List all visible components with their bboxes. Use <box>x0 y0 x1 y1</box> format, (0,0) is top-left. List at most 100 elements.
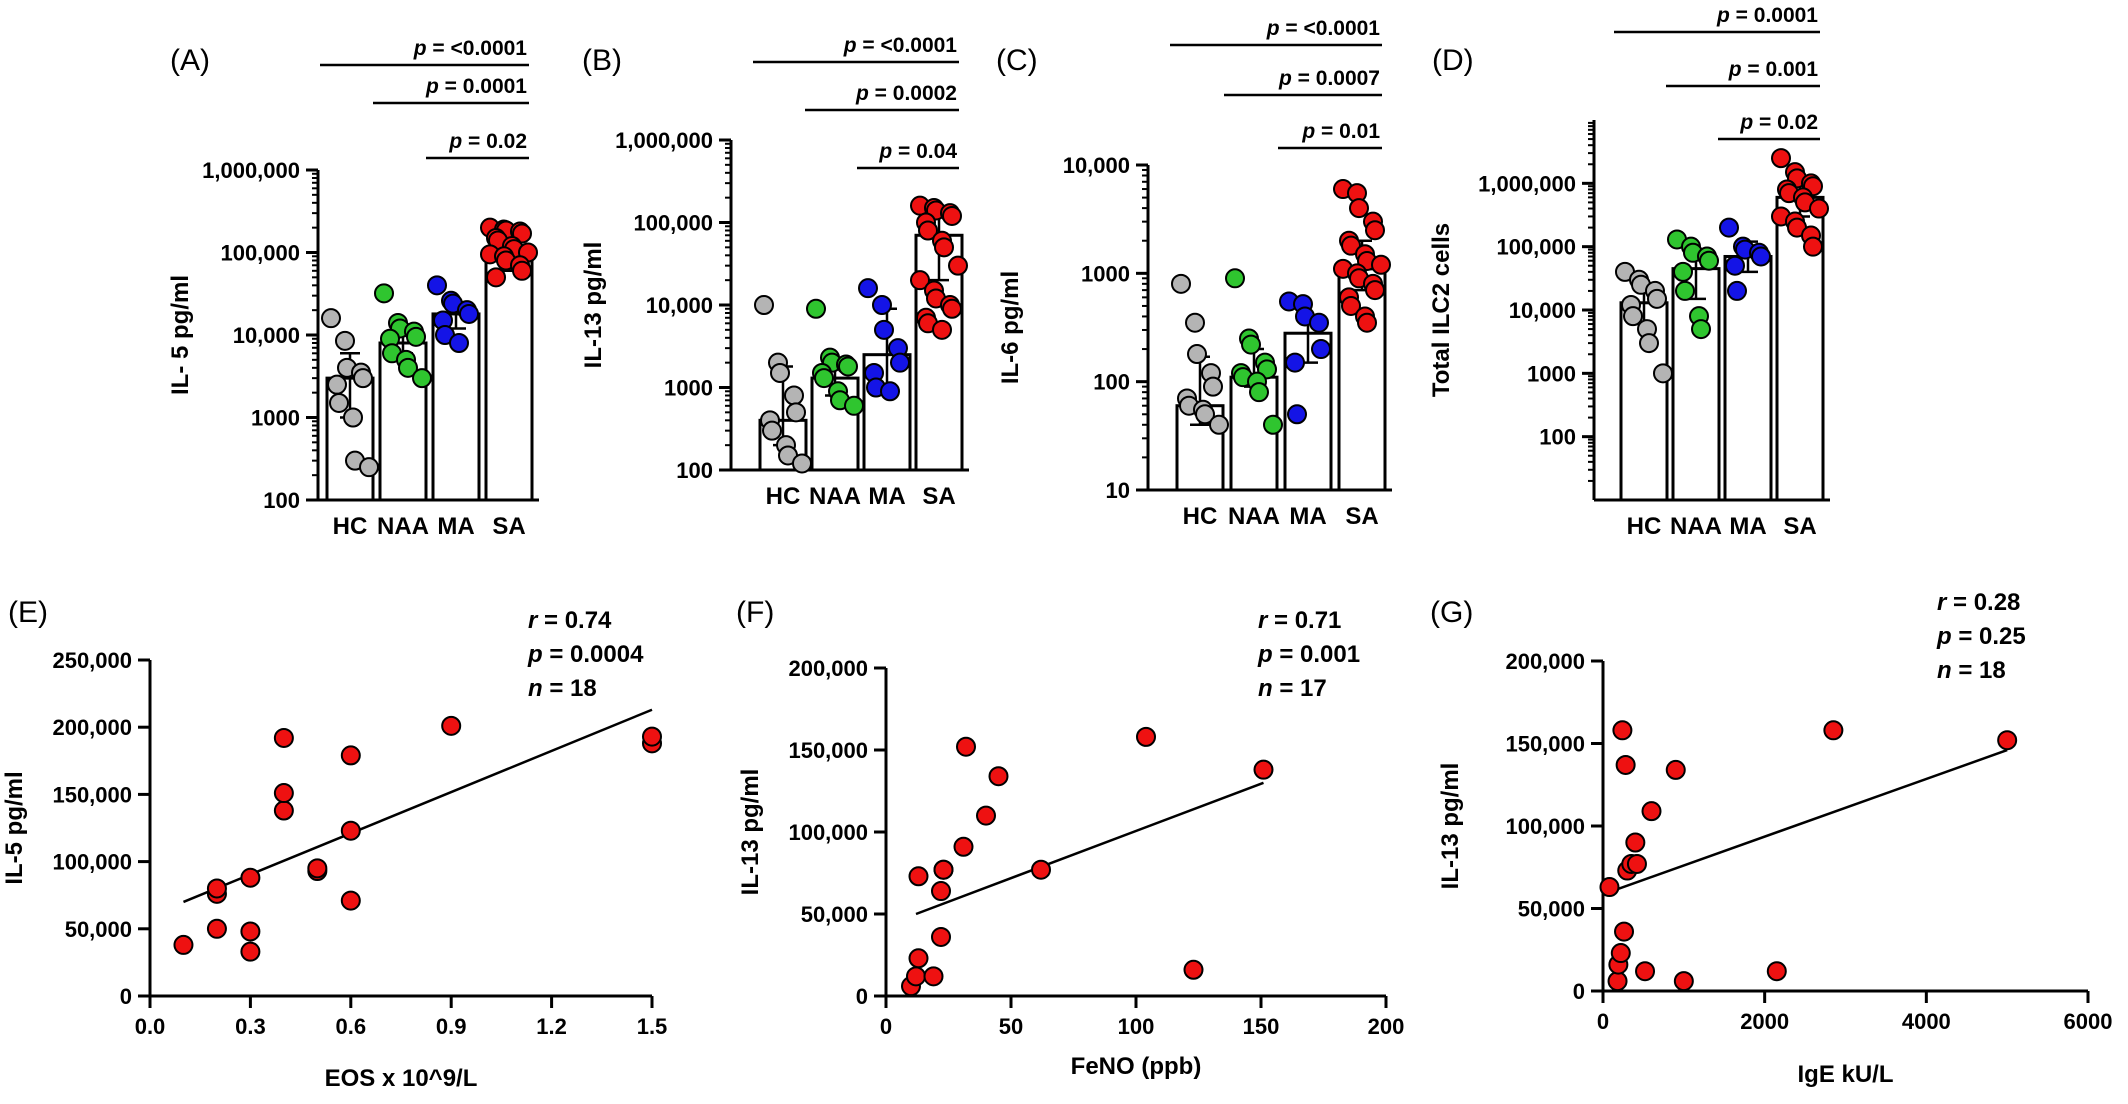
data-point-sa <box>1803 236 1823 257</box>
y-tick-label: 150,000 <box>52 782 132 807</box>
p-value-label: p = 0.0001 <box>1716 4 1818 27</box>
data-point-hc <box>359 457 379 478</box>
data-point-hc <box>329 392 349 413</box>
data-point-hc <box>321 308 341 329</box>
data-point-hc <box>1647 288 1667 309</box>
stat-r-value: = 0.71 <box>1267 607 1341 634</box>
p-value: = 0.01 <box>1315 120 1380 143</box>
y-tick-label: 100 <box>263 488 300 513</box>
data-point <box>1607 971 1628 992</box>
stat-r-value: = 0.28 <box>1946 589 2020 616</box>
data-point-ma <box>1311 339 1331 360</box>
data-point <box>340 820 361 841</box>
x-tick-label: MA <box>1289 503 1326 530</box>
y-axis-title: IL-13 pg/ml <box>580 242 607 369</box>
data-point-sa <box>1357 312 1377 333</box>
data-point <box>240 867 261 888</box>
data-point-sa <box>512 260 532 281</box>
data-point <box>1766 961 1787 982</box>
data-point <box>933 859 954 880</box>
data-point-sa <box>932 319 952 340</box>
p-value-label: p = 0.02 <box>448 130 527 153</box>
p-value: = 0.001 <box>1742 58 1819 81</box>
y-tick-label: 100,000 <box>788 820 868 845</box>
x-tick-label: MA <box>437 513 474 540</box>
data-point-sa <box>918 220 938 241</box>
data-point-ma <box>1309 312 1329 333</box>
x-tick-label: 0.9 <box>436 1014 467 1039</box>
data-point-naa <box>1691 319 1711 340</box>
data-point <box>1136 726 1156 747</box>
panel-e: (E) 0 50,000 100,000 150,000 200,000 250,000 0.… <box>1 596 667 1092</box>
data-point-sa <box>910 270 930 291</box>
data-point <box>956 736 976 757</box>
data-point-hc <box>786 402 806 423</box>
x-tick-label: 50 <box>999 1014 1023 1039</box>
p-value-label: p = 0.0007 <box>1278 67 1380 90</box>
data-point-hc <box>1209 414 1229 435</box>
p-value-label: p = <0.0001 <box>1266 17 1381 40</box>
y-tick-label: 1000 <box>664 376 713 401</box>
x-tick-label: NAA <box>377 513 429 540</box>
data-point <box>1253 759 1274 780</box>
data-point-hc <box>327 374 347 395</box>
panel-label: (C) <box>996 44 1038 77</box>
data-point-hc <box>770 362 790 383</box>
data-point-ma <box>1285 352 1305 373</box>
data-point-ma <box>449 332 469 353</box>
data-point <box>1599 877 1620 898</box>
data-point-sa <box>1809 198 1829 219</box>
data-point <box>173 934 194 955</box>
x-tick-label: HC <box>1183 503 1218 530</box>
data-point <box>1031 859 1051 880</box>
data-point-naa <box>374 283 394 304</box>
panel-b: (B) 100 1000 10,000 100,000 1,000,000 IL-13 pg… <box>580 34 969 510</box>
p-value-label: p = <0.0001 <box>413 37 528 60</box>
x-tick-label: SA <box>922 483 955 510</box>
panel-label: (F) <box>736 596 774 629</box>
y-tick-label: 10,000 <box>233 323 300 348</box>
x-tick-label: MA <box>1729 513 1766 540</box>
data-point <box>1626 853 1647 874</box>
y-tick-label: 0 <box>856 984 868 1009</box>
data-point-ma <box>858 278 878 299</box>
x-tick-label: MA <box>868 483 905 510</box>
x-axis-title: EOS x 10^9/L <box>325 1065 478 1092</box>
p-value: = <0.0001 <box>427 37 528 60</box>
y-axis-title: IL-13 pg/ml <box>1437 763 1464 890</box>
data-point <box>931 881 951 902</box>
data-point <box>307 858 328 879</box>
y-tick-label: 0 <box>120 984 132 1009</box>
p-value-label: p = 0.0002 <box>855 82 957 105</box>
p-value-label: p = 0.0001 <box>425 75 527 98</box>
data-point <box>441 715 462 736</box>
data-point-naa <box>1675 280 1695 301</box>
data-point-ma <box>1287 404 1307 425</box>
stat-r: r = 0.71 <box>1258 607 1341 634</box>
y-tick-label: 1,000,000 <box>202 158 300 183</box>
data-point-sa <box>1341 295 1361 316</box>
y-tick-label: 10,000 <box>646 293 713 318</box>
y-tick-label: 100,000 <box>1505 814 1585 839</box>
y-axis-title: Total ILC2 cells <box>1428 223 1455 397</box>
stat-n-value: = 17 <box>1273 675 1327 702</box>
data-point-naa <box>1249 382 1269 403</box>
regression-line <box>915 781 1264 916</box>
data-point-ma <box>872 295 892 315</box>
data-point <box>953 836 974 857</box>
panel-label: (B) <box>582 44 622 77</box>
y-tick-label: 1000 <box>251 406 300 431</box>
data-point-sa <box>942 298 962 319</box>
stat-n-value: = 18 <box>543 675 597 702</box>
data-point-sa <box>934 237 954 258</box>
stat-r-value: = 0.74 <box>537 607 612 634</box>
stat-p: p = 0.001 <box>1257 641 1360 668</box>
y-axis-title: IL-5 pg/ml <box>1 771 28 884</box>
p-value: = <0.0001 <box>857 34 958 57</box>
data-point-hc <box>762 420 782 441</box>
x-tick-label: NAA <box>809 483 861 510</box>
x-tick-label: 150 <box>1243 1014 1280 1039</box>
regression-line <box>1609 748 2008 894</box>
stat-p: p = 0.25 <box>1936 623 2026 650</box>
x-tick-label: HC <box>333 513 368 540</box>
